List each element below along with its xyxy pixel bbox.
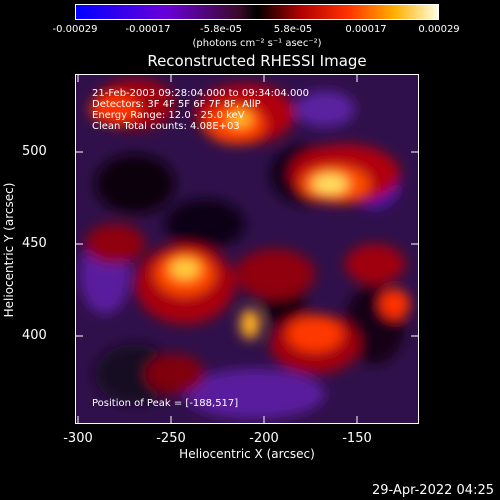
y-tick-label: 400: [22, 328, 47, 343]
x-axis-label: Heliocentric X (arcsec): [179, 447, 315, 461]
colorbar-tick: -5.8e-05: [200, 24, 242, 35]
colorbar-tick: 5.8e-05: [273, 24, 313, 35]
colorbar-tick: -0.00017: [125, 24, 171, 35]
colorbar-tick: -0.00029: [52, 24, 98, 35]
time-range-annotation: 21-Feb-2003 09:28:04.000 to 09:34:04.000: [92, 88, 310, 99]
y-tick-label: 500: [22, 144, 47, 159]
colorbar-unit: (photons cm⁻² s⁻¹ asec⁻²): [192, 38, 322, 49]
plot-date: 29-Apr-2022 04:25: [372, 483, 494, 498]
peak-position-annotation: Position of Peak = [-188,517]: [92, 398, 239, 409]
plot-title: Reconstructed RHESSI Image: [147, 52, 367, 70]
x-tick-label: -150: [342, 431, 372, 446]
method-counts-annotation: Clean Total counts: 4.08E+03: [92, 121, 240, 132]
energy-range-annotation: Energy Range: 12.0 - 25.0 keV: [92, 110, 245, 121]
rhessi-image: 21-Feb-2003 09:28:04.000 to 09:34:04.000…: [75, 74, 419, 424]
colorbar: [75, 4, 439, 20]
colorbar-tick: 0.00017: [345, 24, 387, 35]
y-axis-label: Heliocentric Y (arcsec): [2, 182, 16, 318]
x-tick-label: -250: [156, 431, 186, 446]
x-tick-label: -200: [249, 431, 279, 446]
y-tick-label: 450: [22, 236, 47, 251]
colorbar-tick: 0.00029: [418, 24, 460, 35]
x-tick-label: -300: [63, 431, 93, 446]
detectors-annotation: Detectors: 3F 4F 5F 6F 7F 8F, AllP: [92, 99, 261, 110]
